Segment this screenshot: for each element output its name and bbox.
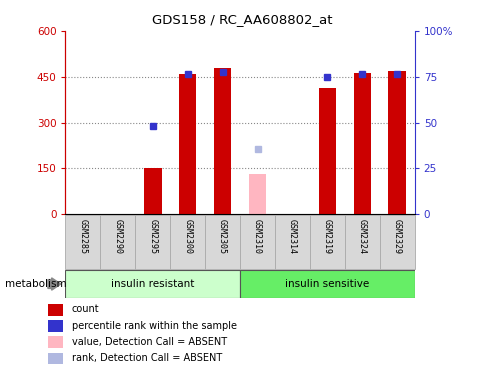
Bar xyxy=(240,215,274,269)
Bar xyxy=(47,304,62,315)
Bar xyxy=(344,215,379,269)
Bar xyxy=(240,270,414,298)
Text: count: count xyxy=(72,304,99,314)
Bar xyxy=(388,71,405,214)
Text: GSM2305: GSM2305 xyxy=(218,219,227,254)
Text: value, Detection Call = ABSENT: value, Detection Call = ABSENT xyxy=(72,337,226,347)
Bar xyxy=(47,353,62,365)
Bar xyxy=(309,215,344,269)
Bar xyxy=(65,215,100,269)
Text: GSM2300: GSM2300 xyxy=(183,219,192,254)
Text: insulin resistant: insulin resistant xyxy=(111,279,194,289)
Bar xyxy=(100,215,135,269)
Bar xyxy=(248,175,266,214)
Bar xyxy=(47,320,62,332)
Bar xyxy=(318,87,335,214)
Text: GSM2314: GSM2314 xyxy=(287,219,296,254)
Bar xyxy=(170,215,205,269)
Text: GSM2295: GSM2295 xyxy=(148,219,157,254)
Bar xyxy=(353,73,370,214)
Bar xyxy=(213,68,231,214)
Text: rank, Detection Call = ABSENT: rank, Detection Call = ABSENT xyxy=(72,353,221,363)
Text: GSM2319: GSM2319 xyxy=(322,219,331,254)
Text: GSM2324: GSM2324 xyxy=(357,219,366,254)
Bar xyxy=(144,168,161,214)
Text: GSM2310: GSM2310 xyxy=(253,219,261,254)
Text: GSM2329: GSM2329 xyxy=(392,219,401,254)
Bar xyxy=(65,270,240,298)
FancyArrow shape xyxy=(48,278,60,290)
Text: GDS158 / RC_AA608802_at: GDS158 / RC_AA608802_at xyxy=(152,13,332,26)
Text: metabolism: metabolism xyxy=(5,279,66,289)
Text: GSM2285: GSM2285 xyxy=(78,219,87,254)
Bar xyxy=(135,215,170,269)
Bar xyxy=(274,215,309,269)
Bar xyxy=(205,215,240,269)
Text: percentile rank within the sample: percentile rank within the sample xyxy=(72,321,236,330)
Bar xyxy=(47,336,62,348)
Text: GSM2290: GSM2290 xyxy=(113,219,122,254)
Text: insulin sensitive: insulin sensitive xyxy=(285,279,369,289)
Bar xyxy=(179,74,196,214)
Bar xyxy=(379,215,414,269)
